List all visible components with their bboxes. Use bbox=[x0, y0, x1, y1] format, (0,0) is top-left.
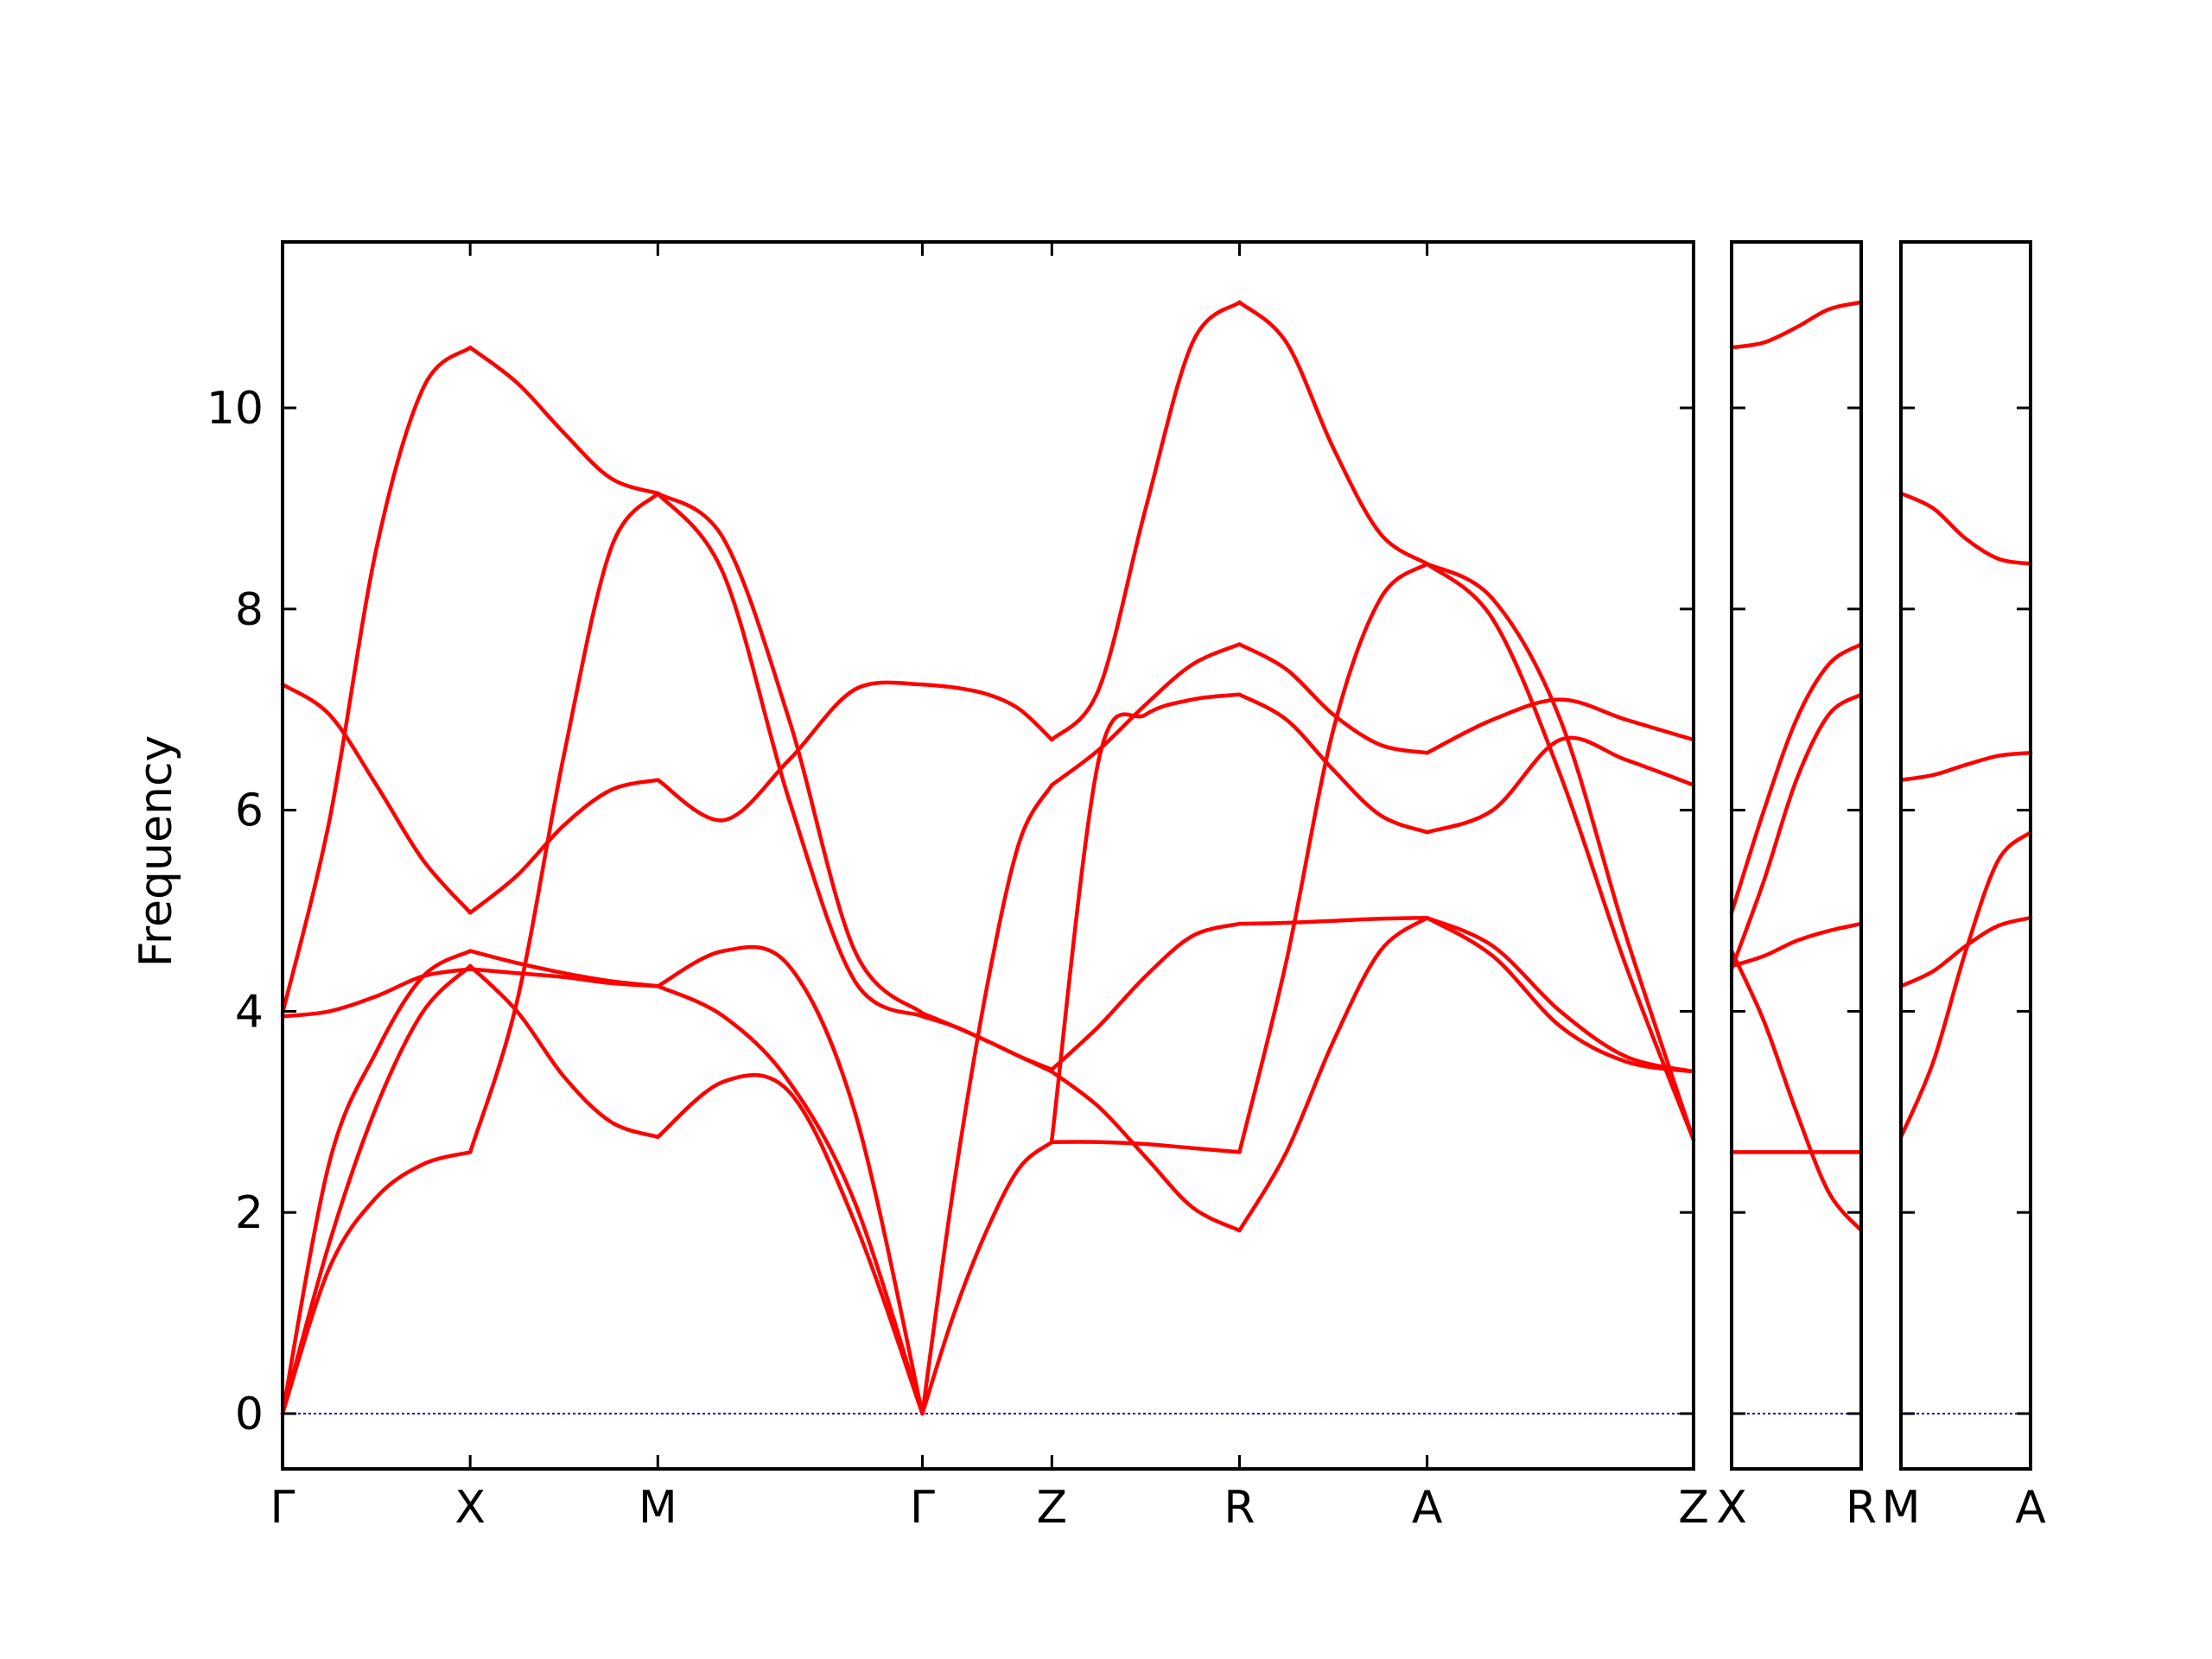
band-line bbox=[1050, 1069, 1242, 1233]
band-line bbox=[1898, 830, 2033, 1140]
band-line bbox=[1729, 949, 1864, 1233]
band-line bbox=[656, 491, 925, 1019]
band-line bbox=[656, 984, 925, 1416]
band-line bbox=[1237, 300, 1429, 566]
x-tick-label: Z bbox=[1678, 1482, 1709, 1534]
band-line bbox=[467, 778, 660, 915]
band-line bbox=[656, 491, 925, 1015]
band-line bbox=[1237, 915, 1429, 1233]
band-line bbox=[920, 1011, 1054, 1072]
band-line bbox=[1729, 300, 1864, 350]
band-line bbox=[1425, 562, 1696, 1142]
x-tick-label: R bbox=[1846, 1482, 1877, 1534]
panel-frame bbox=[281, 240, 1695, 1471]
x-tick-label: A bbox=[2015, 1482, 2046, 1534]
band-line bbox=[1425, 697, 1696, 755]
band-line bbox=[920, 1140, 1054, 1416]
band-line bbox=[1898, 751, 2033, 782]
band-line bbox=[280, 345, 473, 1015]
band-line bbox=[467, 345, 660, 496]
band-line bbox=[1898, 491, 2033, 566]
band-line bbox=[1729, 692, 1864, 971]
band-line bbox=[467, 949, 660, 988]
band-line bbox=[1237, 642, 1429, 755]
y-tick-label: 2 bbox=[235, 1187, 264, 1239]
band-line bbox=[467, 967, 660, 988]
band-line bbox=[280, 949, 473, 1416]
band-line bbox=[1729, 642, 1864, 915]
y-tick-label: 6 bbox=[235, 785, 264, 837]
y-tick-label: 10 bbox=[207, 383, 264, 435]
band-line bbox=[1050, 300, 1242, 742]
x-tick-label: Γ bbox=[270, 1482, 296, 1534]
band-line bbox=[1729, 921, 1864, 969]
band-line bbox=[1050, 692, 1242, 1142]
band-line bbox=[1425, 915, 1696, 1074]
band-line bbox=[920, 783, 1054, 1416]
x-tick-label: A bbox=[1412, 1482, 1443, 1534]
band-line bbox=[1237, 692, 1429, 835]
panel-1: 0 2 4 6 8 10 Γ X M Γ Z R A Z bbox=[207, 240, 1709, 1534]
y-tick-label: 0 bbox=[235, 1389, 264, 1440]
x-tick-label: X bbox=[454, 1482, 486, 1534]
band-line bbox=[280, 967, 473, 1019]
y-tick-label: 8 bbox=[235, 584, 264, 636]
band-line bbox=[280, 1150, 473, 1416]
y-tick-label: 4 bbox=[235, 986, 264, 1038]
x-tick-label: M bbox=[1882, 1482, 1921, 1534]
band-line bbox=[656, 1073, 925, 1416]
band-line bbox=[467, 963, 660, 1140]
band-line bbox=[1050, 1140, 1242, 1154]
x-tick-label: M bbox=[639, 1482, 677, 1534]
band-line bbox=[1898, 915, 2033, 988]
x-tick-label: X bbox=[1716, 1482, 1747, 1534]
band-line bbox=[1237, 915, 1429, 926]
band-line bbox=[1425, 562, 1696, 1142]
x-tick-label: Γ bbox=[910, 1482, 935, 1534]
band-line bbox=[467, 491, 660, 1154]
y-axis-label: Frequency bbox=[130, 735, 182, 968]
band-line bbox=[656, 680, 925, 823]
band-line bbox=[1237, 562, 1429, 1154]
band-line bbox=[920, 682, 1054, 742]
x-tick-label: R bbox=[1224, 1482, 1255, 1534]
band-line bbox=[1050, 642, 1242, 787]
panel-frame bbox=[1899, 240, 2032, 1471]
band-line bbox=[1050, 921, 1242, 1072]
band-line bbox=[1425, 915, 1696, 1074]
band-line bbox=[280, 682, 473, 915]
panel-frame bbox=[1730, 240, 1863, 1471]
band-line bbox=[1425, 735, 1696, 835]
band-line bbox=[656, 944, 925, 1416]
band-line bbox=[280, 963, 473, 1416]
x-tick-label: Z bbox=[1037, 1482, 1068, 1534]
